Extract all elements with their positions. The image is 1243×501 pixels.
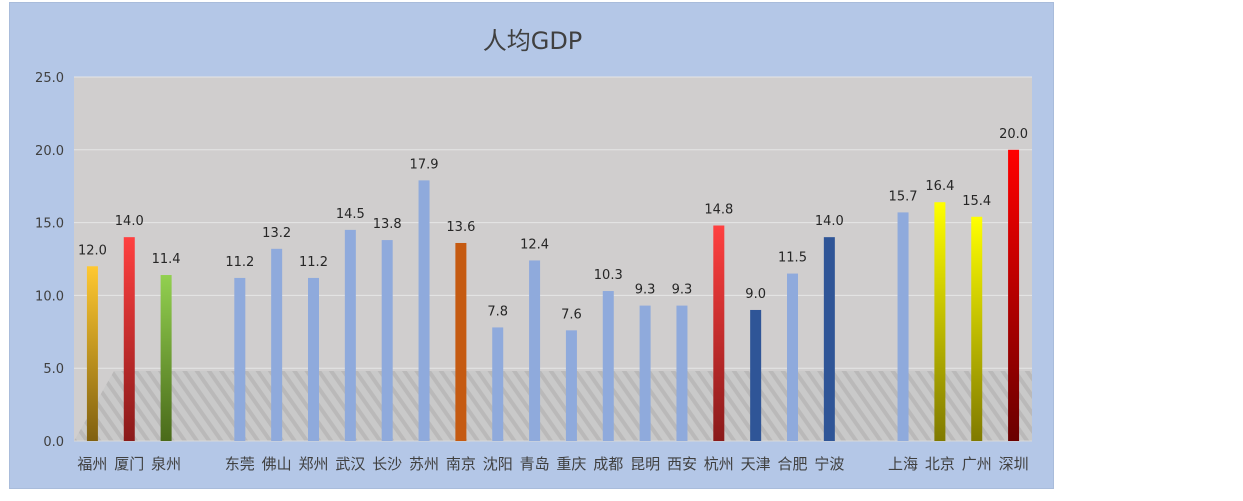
data-label: 11.4	[152, 252, 181, 267]
x-category-label: 上海	[888, 455, 918, 473]
bar	[750, 309, 762, 441]
data-label: 9.3	[672, 283, 693, 298]
data-label: 12.0	[78, 243, 107, 258]
data-label: 9.0	[745, 287, 766, 302]
data-label: 11.2	[225, 255, 254, 270]
data-label: 13.2	[262, 226, 291, 241]
x-category-label: 东莞	[225, 455, 255, 473]
x-category-label: 宁波	[814, 455, 844, 473]
x-category-label: 重庆	[556, 455, 586, 473]
x-category-label: 深圳	[999, 455, 1029, 473]
y-tick-label: 15.0	[35, 217, 64, 232]
bar	[308, 277, 319, 441]
data-label: 13.6	[446, 220, 475, 235]
x-category-label: 福州	[77, 455, 107, 473]
bar	[639, 305, 651, 441]
chart-plot: 0.0 5.0 10.0 15.0 20.0 25.0 12.0 福州 14.0 厦门 11.4 泉州…	[35, 71, 1032, 473]
bar	[823, 237, 835, 441]
data-label: 10.3	[594, 268, 623, 283]
bar	[160, 275, 172, 441]
x-category-label: 武汉	[335, 455, 365, 473]
y-tick-label: 20.0	[35, 144, 64, 159]
bar	[86, 266, 98, 441]
chart-title: 人均GDP	[482, 27, 583, 55]
bar	[271, 248, 283, 441]
data-label: 15.7	[889, 189, 918, 204]
x-category-label: 昆明	[630, 455, 660, 473]
bar	[529, 260, 541, 441]
y-tick-label: 0.0	[43, 435, 64, 450]
x-category-label: 厦门	[114, 455, 144, 473]
x-category-label: 苏州	[409, 455, 439, 473]
data-label: 14.5	[336, 207, 365, 222]
bar	[713, 225, 725, 441]
x-category-label: 青岛	[520, 455, 550, 473]
y-tick-label: 10.0	[35, 289, 64, 304]
x-category-label: 郑州	[298, 455, 328, 473]
bar	[344, 229, 356, 441]
x-category-label: 沈阳	[483, 455, 513, 473]
data-label: 7.6	[561, 307, 582, 322]
x-category-label: 西安	[667, 455, 697, 473]
data-label: 13.8	[373, 217, 402, 232]
data-label: 14.8	[704, 203, 733, 218]
data-label: 16.4	[925, 179, 954, 194]
bar	[418, 180, 430, 441]
x-category-label: 长沙	[372, 455, 402, 473]
floor-shadow	[74, 371, 1032, 441]
data-label: 20.0	[999, 127, 1028, 142]
x-category-label: 南京	[446, 455, 476, 473]
y-tick-label: 5.0	[43, 362, 64, 377]
data-label: 14.0	[115, 214, 144, 229]
data-label: 17.9	[410, 157, 439, 172]
bar	[897, 212, 909, 441]
data-label: 14.0	[815, 214, 844, 229]
data-label: 12.4	[520, 237, 549, 252]
data-label: 7.8	[487, 304, 508, 319]
bar	[676, 305, 688, 441]
y-tick-label: 25.0	[35, 71, 64, 86]
x-category-label: 北京	[925, 455, 955, 473]
x-category-label: 广州	[962, 455, 992, 473]
bar	[123, 237, 135, 441]
bar	[234, 277, 246, 441]
chart-frame: 人均GDP 0.0 5.0 10.0 15.0 20.0 25.0 12.0 福州 14	[9, 2, 1054, 489]
bar	[971, 216, 983, 441]
x-category-label: 成都	[593, 455, 623, 473]
x-category-label: 佛山	[262, 455, 292, 473]
data-label: 15.4	[962, 194, 991, 209]
data-label: 11.5	[778, 251, 807, 266]
bar	[1008, 149, 1020, 442]
bar	[565, 330, 577, 441]
x-category-label: 杭州	[704, 455, 734, 473]
bar	[381, 240, 393, 441]
bar	[455, 242, 467, 441]
x-category-label: 天津	[741, 455, 771, 473]
data-label: 9.3	[635, 283, 656, 298]
bar	[934, 202, 946, 441]
bar	[787, 273, 798, 441]
data-label: 11.2	[299, 255, 328, 270]
x-category-label: 合肥	[777, 455, 807, 473]
bar	[602, 291, 614, 441]
x-category-label: 泉州	[151, 455, 181, 473]
bar	[492, 327, 504, 441]
